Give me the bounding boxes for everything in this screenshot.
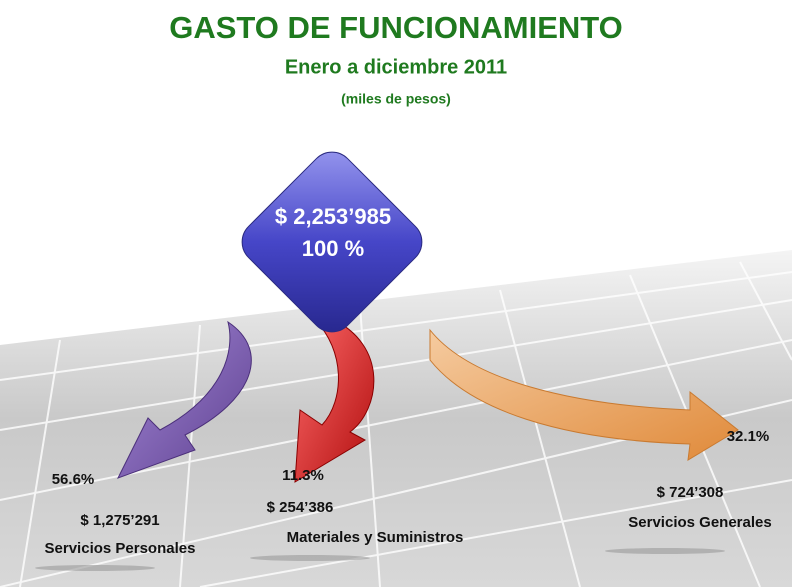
branch-amount: $ 724’308	[657, 484, 724, 501]
infographic: $ 2,253’985 100 % GASTO DE FUNCIONAMIENT…	[0, 0, 792, 587]
branch-percent: 56.6%	[52, 471, 95, 488]
total-amount: $ 2,253’985	[275, 204, 391, 229]
branch-label: Materiales y Suministros	[287, 529, 464, 546]
branch-percent: 11.3%	[282, 467, 324, 484]
branch-label: Servicios Generales	[628, 514, 771, 531]
unit: (miles de pesos)	[341, 91, 451, 107]
title: GASTO DE FUNCIONAMIENTO	[169, 10, 623, 45]
branch-amount: $ 1,275’291	[80, 512, 159, 529]
subtitle: Enero a diciembre 2011	[285, 56, 507, 78]
total-percent: 100 %	[302, 236, 364, 261]
branch-percent: 32.1%	[727, 428, 770, 445]
branch-amount: $ 254’386	[267, 499, 334, 516]
branch-label: Servicios Personales	[45, 540, 196, 557]
